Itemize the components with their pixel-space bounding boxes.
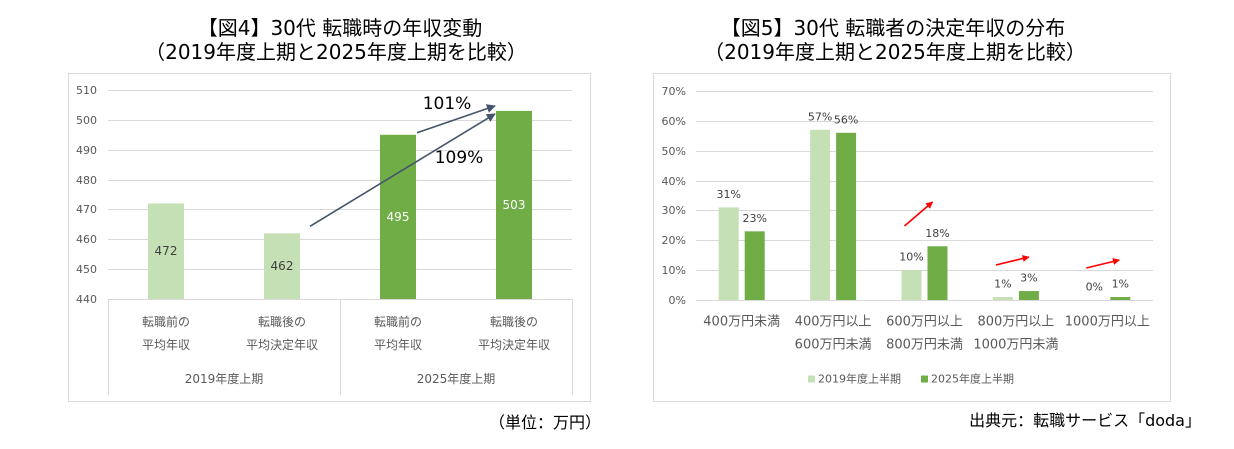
chart2-bar xyxy=(810,129,831,300)
chart2-bar xyxy=(901,270,922,300)
chart1-category-label: 転職後の xyxy=(490,315,538,329)
chart2-data-label: 1% xyxy=(1112,278,1129,291)
chart2-data-label: 1% xyxy=(994,278,1011,291)
chart1-data-label: 495 xyxy=(387,210,410,224)
chart1-bar xyxy=(380,134,416,299)
chart1-category-label: 平均決定年収 xyxy=(478,337,550,352)
chart1-category-label: 平均年収 xyxy=(142,338,190,352)
chart2-data-label: 18% xyxy=(925,227,949,240)
chart1-title: 【図4】30代 転職時の年収変動 xyxy=(197,16,483,40)
chart2-ytick-label: 20% xyxy=(662,234,686,247)
chart2-trend-arrow xyxy=(995,255,1030,266)
chart2-data-label: 56% xyxy=(834,113,858,126)
chart1-ytick-label: 500 xyxy=(76,114,97,127)
chart1-group-label: 2019年度上期 xyxy=(185,371,264,386)
chart2-trend-arrow xyxy=(903,201,934,227)
chart2-ytick-label: 50% xyxy=(662,145,686,158)
chart2-category-label: 400万円以上 xyxy=(795,315,872,330)
chart1-ytick-label: 510 xyxy=(76,84,97,97)
chart2-data-label: 10% xyxy=(899,251,923,264)
chart1-category-label: 転職前の xyxy=(374,314,422,329)
chart1-data-label: 503 xyxy=(503,198,526,212)
chart2-ytick-label: 30% xyxy=(662,204,686,217)
chart1-ytick-label: 490 xyxy=(76,144,97,157)
chart1-category-label: 転職前の xyxy=(142,314,190,329)
chart2-bar xyxy=(1110,297,1131,300)
chart1-ytick-label: 480 xyxy=(76,174,97,187)
chart2-category-label: 1000万円以上 xyxy=(1065,315,1150,330)
chart1-ratio-label: 101% xyxy=(423,94,472,114)
chart1-bar xyxy=(496,110,532,300)
chart2-data-label: 0% xyxy=(1086,281,1103,294)
chart2-data-label: 57% xyxy=(808,110,832,123)
chart1-ytick-label: 450 xyxy=(76,263,97,276)
chart2-subtitle: （2019年度上期と2025年度上期を比較） xyxy=(704,40,1086,64)
chart2-title: 【図5】30代 転職者の決定年収の分布 xyxy=(720,16,1066,40)
chart2-data-label: 23% xyxy=(742,212,766,225)
chart2-data-label: 31% xyxy=(716,188,740,201)
chart2-ytick-label: 60% xyxy=(662,115,686,128)
chart2-legend-label: 2025年度上半期 xyxy=(931,372,1014,386)
chart1-ratio-arrow xyxy=(309,113,496,227)
chart1-data-label: 462 xyxy=(271,259,294,273)
chart1-category-label: 平均決定年収 xyxy=(246,337,318,352)
chart1-salary-change: 440 450 460 470 480 490 500 510 472 462 495 503 転職前の… xyxy=(68,73,591,402)
chart2-legend-swatch xyxy=(921,375,928,383)
chart2-bar xyxy=(927,246,948,300)
chart2-bar xyxy=(992,297,1013,300)
unit-note: （単位：万円） xyxy=(488,413,601,432)
chart2-category-label: 1000万円未満 xyxy=(973,338,1058,353)
chart1-ytick-label: 460 xyxy=(76,233,97,246)
chart2-ytick-label: 40% xyxy=(662,175,686,188)
chart1-bar xyxy=(148,203,184,299)
chart1-bar xyxy=(264,233,300,299)
chart2-category-label: 600万円未満 xyxy=(795,338,872,353)
chart1-subtitle: （2019年度上期と2025年度上期を比較） xyxy=(145,40,527,64)
chart1-group-label: 2025年度上期 xyxy=(417,371,496,386)
chart2-data-label: 3% xyxy=(1020,272,1037,285)
chart1-ratio-arrow xyxy=(416,104,496,134)
chart1-ytick-label: 440 xyxy=(76,293,97,306)
chart2-salary-distribution: 0% 10% 20% 30% 40% 50% 60% 70% 31%23% 400万円未満 57% 5… xyxy=(653,73,1171,402)
source-note: 出典元：転職サービス「doda」 xyxy=(969,411,1201,430)
chart2-ytick-label: 10% xyxy=(662,264,686,277)
chart2-trend-arrow xyxy=(1086,258,1120,269)
chart1-ratio-label: 109% xyxy=(435,148,484,168)
chart2-category-label: 800万円未満 xyxy=(886,338,963,353)
chart2-legend-swatch xyxy=(808,375,815,383)
chart1-category-label: 転職後の xyxy=(258,315,306,329)
chart2-bar xyxy=(718,207,739,300)
chart1-data-label: 472 xyxy=(155,244,178,258)
chart2-ytick-label: 0% xyxy=(669,294,686,307)
chart2-bar xyxy=(1018,291,1039,300)
chart2-category-label: 800万円以上 xyxy=(977,315,1054,330)
chart1-ytick-label: 470 xyxy=(76,203,97,216)
chart1-category-label: 平均年収 xyxy=(374,338,422,352)
chart2-bar xyxy=(744,231,765,300)
chart2-ytick-label: 70% xyxy=(662,85,686,98)
chart2-category-label: 400万円未満 xyxy=(703,315,780,330)
chart2-bar xyxy=(836,132,857,300)
chart2-legend-label: 2019年度上半期 xyxy=(818,372,901,386)
chart2-frame xyxy=(653,73,1171,402)
chart2-category-label: 600万円以上 xyxy=(886,315,963,330)
